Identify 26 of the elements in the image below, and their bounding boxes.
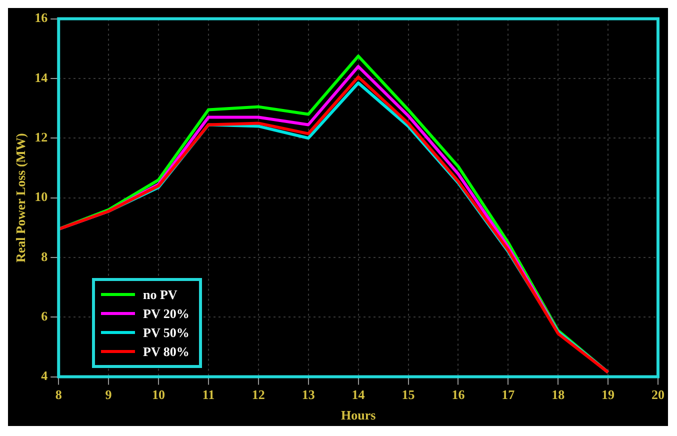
y-tick-label: 14: [34, 70, 48, 85]
x-tick-label: 14: [352, 386, 366, 402]
x-tick-label: 12: [252, 386, 265, 402]
legend-label: PV 20%: [143, 306, 190, 322]
x-tick-label: 18: [552, 386, 566, 402]
x-tick-label: 20: [652, 386, 664, 402]
legend-label: PV 80%: [143, 344, 190, 360]
legend-label: PV 50%: [143, 324, 190, 340]
x-tick-label: 10: [152, 386, 165, 402]
y-tick-label: 12: [34, 129, 48, 144]
x-axis-title: Hours: [340, 408, 376, 423]
y-tick-label: 4: [41, 368, 48, 384]
y-axis-title: Real Power Loss (MW): [13, 133, 28, 262]
y-tick-label: 10: [34, 189, 48, 204]
y-tick-label: 8: [41, 248, 48, 264]
legend-label: no PV: [143, 286, 178, 302]
y-tick-label: 16: [34, 10, 48, 26]
x-tick-label: 19: [602, 386, 616, 402]
x-tick-label: 17: [502, 386, 516, 402]
x-tick-label: 13: [302, 386, 316, 402]
x-tick-label: 9: [105, 386, 112, 402]
x-tick-label: 16: [452, 386, 466, 402]
x-tick-label: 15: [402, 386, 416, 402]
x-tick-label: 8: [55, 386, 62, 402]
y-tick-label: 6: [41, 308, 48, 324]
x-tick-label: 11: [202, 386, 215, 402]
